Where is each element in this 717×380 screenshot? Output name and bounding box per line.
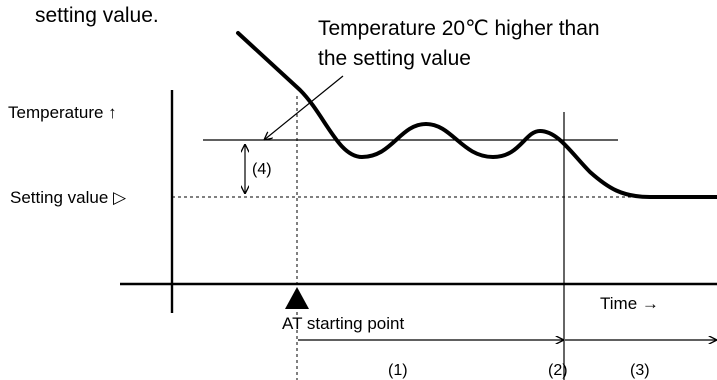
phase-3-label: (3) (630, 362, 650, 379)
y-axis-label: Temperature ↑ (8, 103, 117, 122)
phase-2-label: (2) (548, 362, 568, 379)
temperature-curve (236, 31, 717, 199)
temperature-offset-caption-line2: the setting value (318, 47, 471, 70)
phase-1-label: (1) (388, 362, 408, 379)
temperature-offset-caption-line1: Temperature 20℃ higher than (318, 17, 600, 40)
setting-value-label: Setting value ▷ (10, 188, 127, 207)
at-start-marker-icon (285, 287, 309, 309)
at-start-label: AT starting point (282, 314, 404, 333)
caption-leader-arrow (264, 75, 344, 140)
setting-value-caption: setting value. (35, 4, 159, 27)
offset-span-label: (4) (252, 161, 272, 178)
x-axis-label: Time → (600, 294, 659, 313)
